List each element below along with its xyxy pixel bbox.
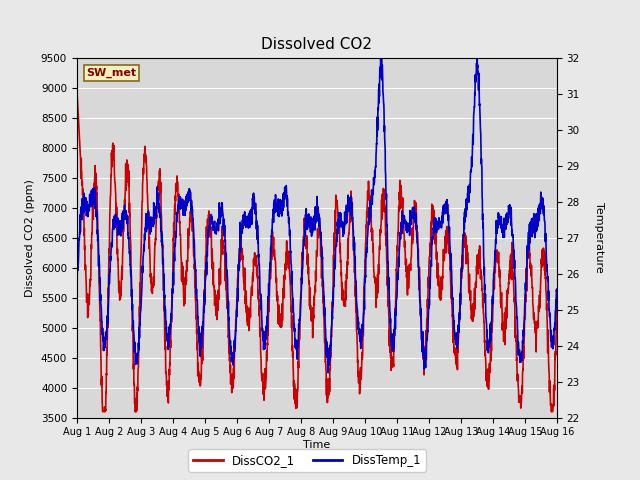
Title: Dissolved CO2: Dissolved CO2 [261, 37, 372, 52]
X-axis label: Time: Time [303, 440, 330, 450]
DissCO2_1 [511, 295, 518, 300]
DissTemp_1 [524, 240, 532, 245]
Line: DissCO2_1: DissCO2_1 [77, 87, 557, 411]
DissCO2_1 [341, 299, 349, 304]
Text: SW_met: SW_met [86, 68, 136, 78]
DissTemp_1 [553, 286, 561, 292]
DissTemp_1 [511, 272, 518, 278]
DissTemp_1 [341, 209, 349, 215]
DissCO2_1 [207, 224, 214, 229]
Y-axis label: Temperature: Temperature [594, 202, 604, 273]
Y-axis label: Dissolved CO2 (ppm): Dissolved CO2 (ppm) [25, 179, 35, 297]
DissCO2_1 [553, 303, 561, 309]
DissTemp_1 [377, 55, 385, 60]
DissCO2_1 [524, 255, 532, 261]
Line: DissTemp_1: DissTemp_1 [77, 58, 557, 373]
DissTemp_1 [73, 290, 81, 296]
DissTemp_1 [456, 299, 464, 305]
DissTemp_1 [324, 370, 332, 376]
Legend: DissCO2_1, DissTemp_1: DissCO2_1, DissTemp_1 [188, 449, 426, 472]
DissCO2_1 [99, 408, 106, 414]
DissCO2_1 [73, 84, 81, 90]
DissCO2_1 [330, 233, 338, 239]
DissCO2_1 [456, 303, 464, 309]
DissTemp_1 [330, 267, 338, 273]
DissTemp_1 [207, 212, 214, 218]
